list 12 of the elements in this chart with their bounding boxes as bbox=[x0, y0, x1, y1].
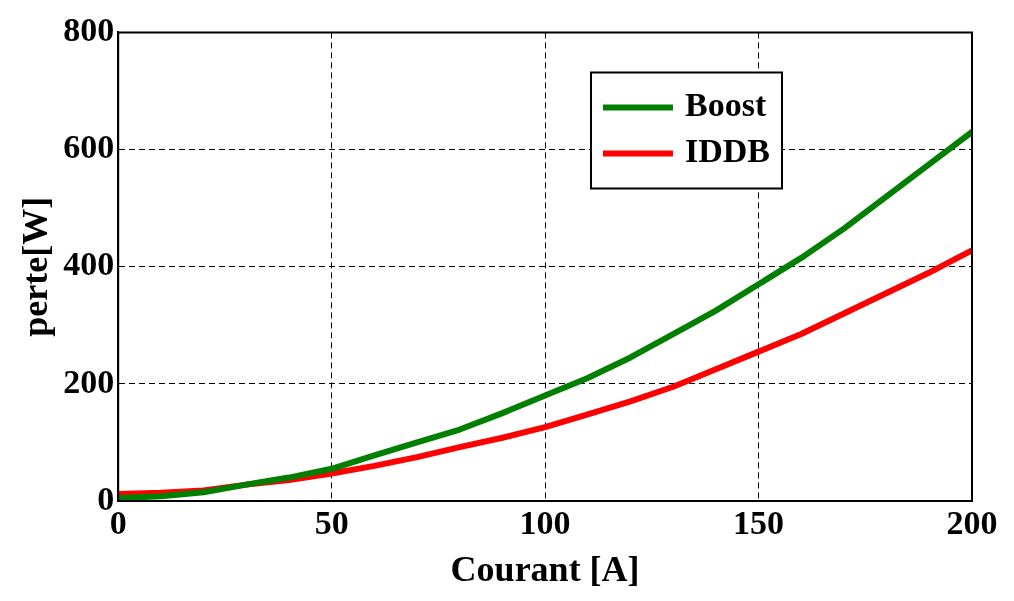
y-tick-label: 800 bbox=[63, 11, 115, 49]
x-tick-label: 200 bbox=[946, 504, 998, 542]
x-tick-label: 50 bbox=[314, 504, 349, 542]
y-tick-label: 400 bbox=[63, 245, 115, 283]
y-tick-label: 600 bbox=[63, 128, 115, 166]
legend-label: IDDB bbox=[684, 132, 771, 170]
legend-label: Boost bbox=[684, 86, 767, 124]
y-axis-title: perte[W] bbox=[14, 196, 55, 337]
y-tick-label: 200 bbox=[63, 362, 115, 400]
x-tick-label: 150 bbox=[733, 504, 785, 542]
x-tick-label: 100 bbox=[519, 504, 571, 542]
x-axis-title: Courant [A] bbox=[450, 548, 640, 589]
